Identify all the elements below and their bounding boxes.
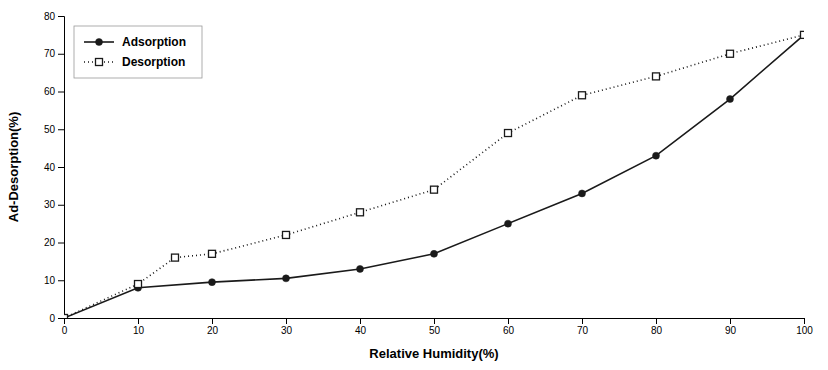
y-tick-mark: [58, 129, 64, 130]
series-marker: [357, 209, 364, 216]
y-tick-mark: [58, 16, 64, 17]
plot: 0 10 20 30 40 50 60 70 80 90 100 0 10 20 30 40 50 60 70 80 A…: [44, 11, 813, 336]
y-tick-mark: [58, 205, 64, 206]
y-tick-mark: [58, 92, 64, 93]
series-marker: [135, 281, 142, 288]
x-tick: 100: [796, 318, 813, 336]
series-marker: [64, 315, 68, 319]
series-marker: [801, 31, 805, 38]
y-tick: 70: [44, 48, 64, 59]
x-axis-title: Relative Humidity(%): [369, 346, 498, 361]
x-tick: 0: [62, 318, 68, 336]
x-tick-label: 60: [503, 325, 515, 336]
x-tick: 50: [429, 318, 441, 336]
x-tick: 10: [133, 318, 145, 336]
y-tick: 50: [44, 124, 64, 135]
x-tick: 30: [281, 318, 293, 336]
x-tick-mark: [804, 318, 805, 324]
y-tick: 20: [44, 237, 64, 248]
x-tick-mark: [138, 318, 139, 324]
y-axis: 0 10 20 30 40 50 60 70 80: [44, 11, 65, 324]
x-tick: 20: [207, 318, 219, 336]
series-marker: [209, 279, 216, 286]
y-tick-mark: [58, 243, 64, 244]
series-marker: [431, 250, 438, 257]
y-tick: 0: [49, 313, 64, 324]
series-marker: [64, 315, 68, 319]
x-tick: 40: [355, 318, 367, 336]
x-tick-mark: [434, 318, 435, 324]
chart: 0 10 20 30 40 50 60 70 80 90 100 0 10 20 30 40 50 60 70 80 A…: [0, 0, 828, 370]
y-tick-label: 40: [44, 162, 56, 173]
y-tick: 10: [44, 275, 64, 286]
y-tick-mark: [58, 167, 64, 168]
y-tick: 40: [44, 162, 64, 173]
series-marker: [505, 220, 512, 227]
legend-frame: [74, 26, 202, 78]
y-tick-label: 10: [44, 275, 56, 286]
legend: Adsorption Desorption: [74, 26, 202, 78]
x-tick-label: 10: [133, 325, 145, 336]
y-axis-line: [58, 17, 65, 319]
x-tick-label: 30: [281, 325, 293, 336]
y-tick: 30: [44, 199, 64, 210]
series-marker: [579, 190, 586, 197]
y-tick: 60: [44, 86, 64, 97]
y-tick-mark: [58, 54, 64, 55]
x-tick: 90: [725, 318, 737, 336]
x-tick-mark: [360, 318, 361, 324]
legend-label: Desorption: [122, 55, 185, 69]
series-marker: [727, 50, 734, 57]
x-axis: 0 10 20 30 40 50 60 70 80 90 100: [62, 318, 814, 336]
series-marker: [357, 265, 364, 272]
series-marker: [653, 73, 660, 80]
y-tick: 80: [44, 11, 64, 22]
series-marker: [283, 231, 290, 238]
y-tick-label: 70: [44, 48, 56, 59]
y-tick-label: 0: [49, 313, 55, 324]
x-axis-line: [65, 319, 805, 325]
x-tick: 70: [577, 318, 589, 336]
series-marker: [172, 254, 179, 261]
x-tick-label: 70: [577, 325, 589, 336]
y-tick-mark: [58, 318, 64, 319]
legend-item: Desorption: [84, 55, 185, 69]
legend-label: Adsorption: [122, 35, 186, 49]
x-tick-label: 0: [62, 325, 68, 336]
series-marker: [653, 152, 660, 159]
y-axis-title: Ad-Desorption(%): [6, 112, 21, 223]
x-tick-label: 90: [725, 325, 737, 336]
y-tick-label: 30: [44, 199, 56, 210]
series-marker: [283, 275, 290, 282]
legend-swatch-marker: [96, 39, 103, 46]
y-tick-label: 80: [44, 11, 56, 22]
series-marker: [801, 31, 805, 38]
x-tick-mark: [656, 318, 657, 324]
x-tick-mark: [730, 318, 731, 324]
x-tick-label: 20: [207, 325, 219, 336]
x-tick-mark: [508, 318, 509, 324]
x-tick-mark: [582, 318, 583, 324]
series-marker: [727, 96, 734, 103]
y-tick-label: 20: [44, 237, 56, 248]
x-tick: 80: [651, 318, 663, 336]
legend-swatch-marker: [96, 59, 103, 66]
y-tick-mark: [58, 280, 64, 281]
series-marker: [209, 250, 216, 257]
x-tick-label: 40: [355, 325, 367, 336]
series-marker: [505, 130, 512, 137]
x-tick-label: 80: [651, 325, 663, 336]
x-tick-mark: [286, 318, 287, 324]
x-tick-label: 50: [429, 325, 441, 336]
y-tick-label: 60: [44, 86, 56, 97]
x-tick: 60: [503, 318, 515, 336]
series-marker: [579, 92, 586, 99]
legend-item: Adsorption: [84, 35, 186, 49]
x-tick-label: 100: [796, 325, 813, 336]
y-tick-label: 50: [44, 124, 56, 135]
x-tick-mark: [212, 318, 213, 324]
series-marker: [431, 186, 438, 193]
